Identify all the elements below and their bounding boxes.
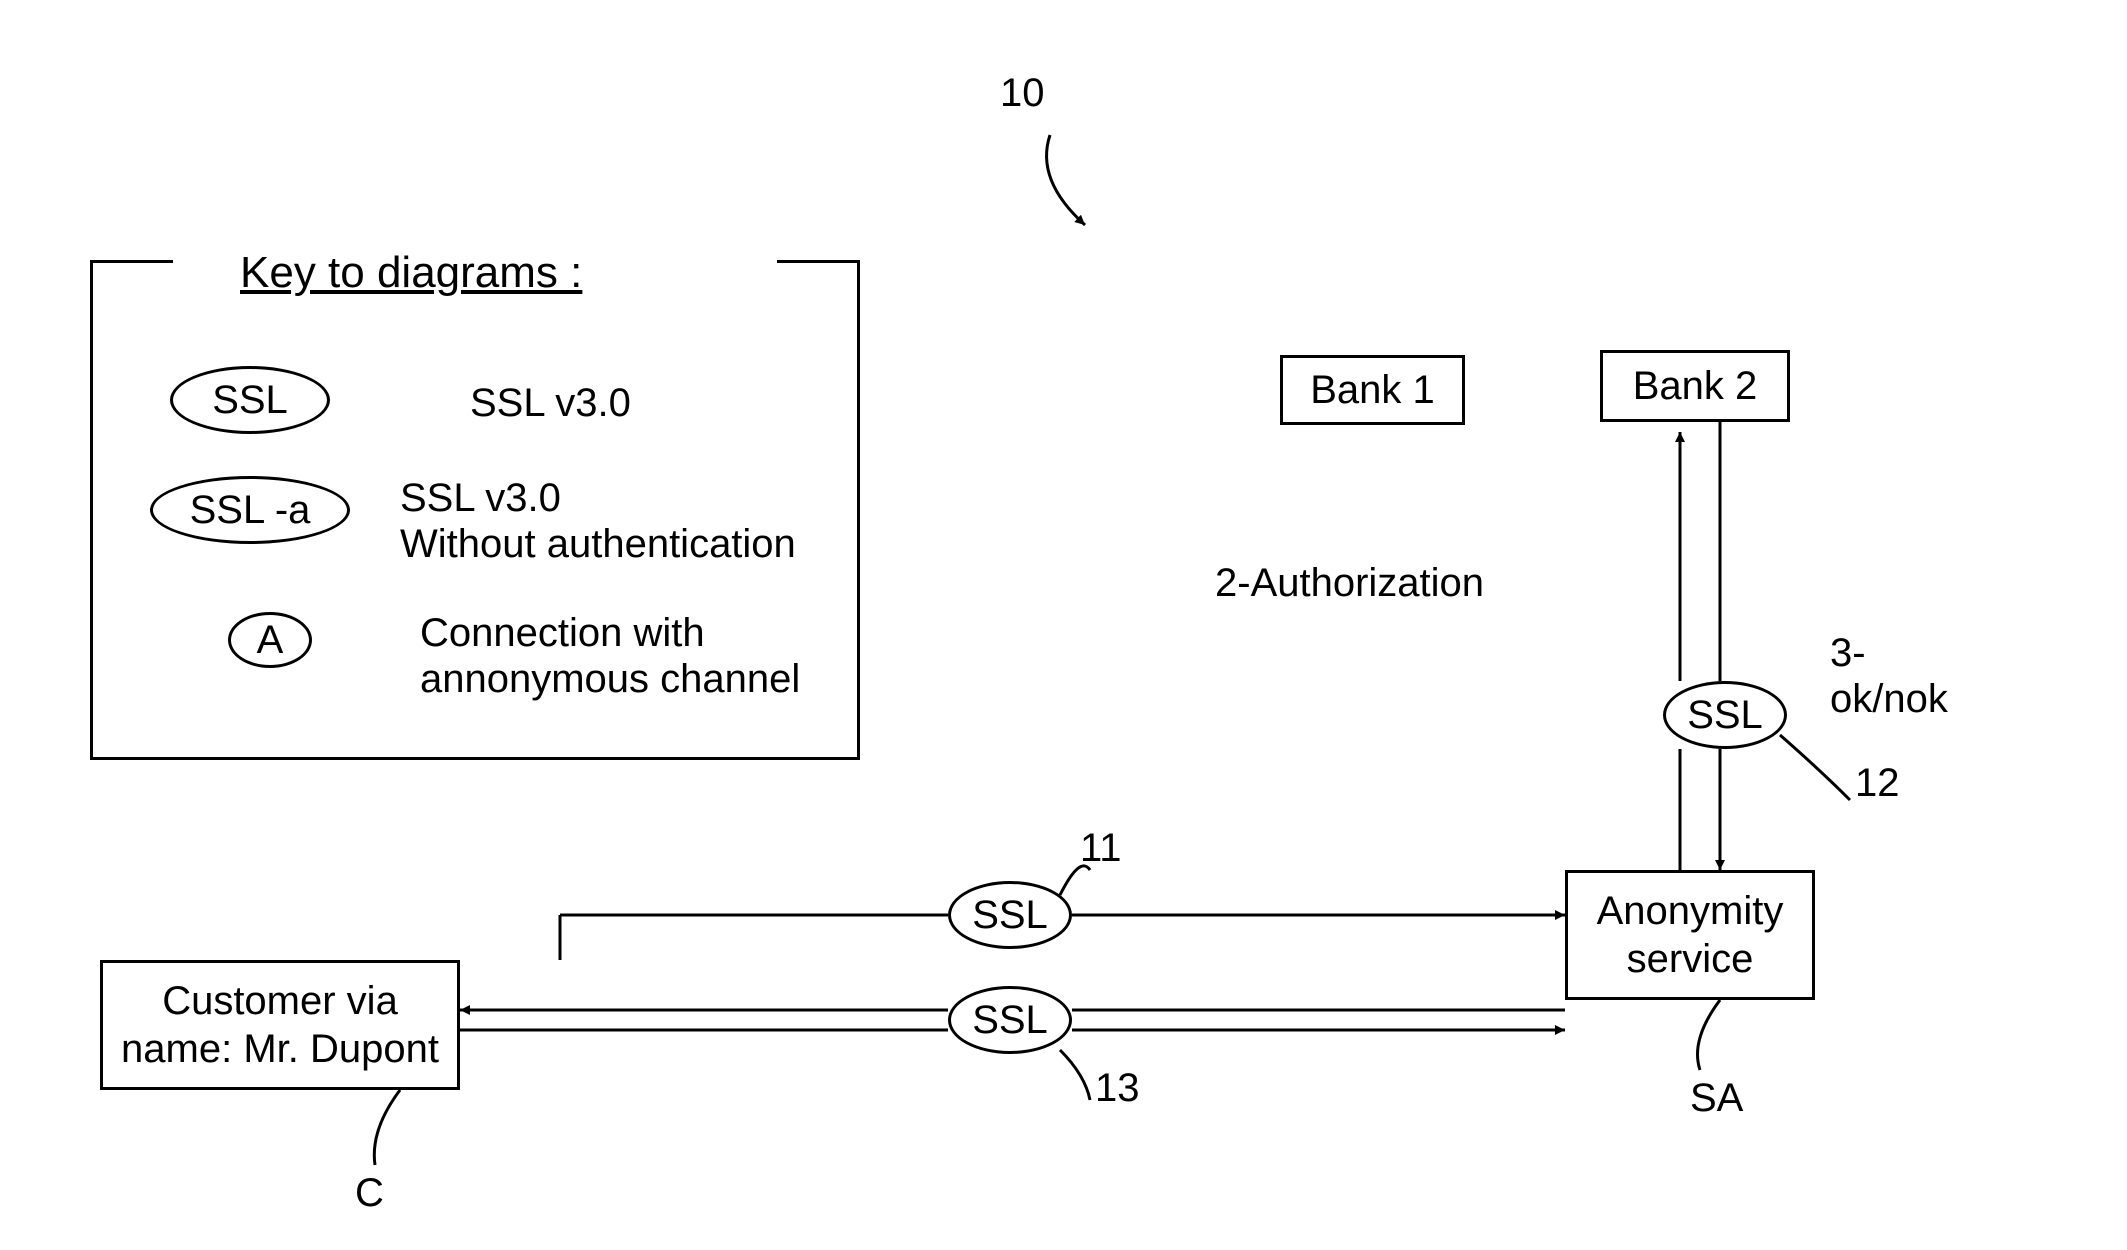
connector-ellipse-ssl-12-text: SSL [1687, 693, 1763, 738]
reference-label-10: 10 [1000, 70, 1045, 116]
legend-ellipse-ssl-a: SSL -a [150, 476, 350, 544]
reference-label-C: C [355, 1170, 384, 1216]
label-oknok: 3- ok/nok [1830, 630, 1948, 722]
legend-title: Key to diagrams : [240, 248, 582, 298]
connector-ellipse-ssl-13: SSL [948, 986, 1072, 1054]
node-bank2-text: Bank 2 [1633, 362, 1758, 410]
node-anonymity-service: Anonymity service [1565, 870, 1815, 1000]
legend-desc-ssl: SSL v3.0 [470, 380, 631, 426]
label-authorization: 2-Authorization [1215, 560, 1484, 606]
connector-ellipse-ssl-11: SSL [948, 881, 1072, 949]
connector-ellipse-ssl-11-text: SSL [972, 893, 1048, 938]
legend-ellipse-ssl-a-text: SSL -a [190, 488, 311, 533]
reference-label-11: 11 [1080, 825, 1122, 871]
reference-label-13: 13 [1095, 1065, 1140, 1111]
legend-ellipse-a: A [228, 612, 312, 668]
legend-desc-ssl-a: SSL v3.0 Without authentication [400, 475, 796, 567]
legend-ellipse-a-text: A [257, 618, 284, 663]
node-bank2: Bank 2 [1600, 350, 1790, 422]
legend-top-left-bar [93, 260, 173, 263]
connector-ellipse-ssl-13-text: SSL [972, 998, 1048, 1043]
legend-top-right-bar [777, 260, 857, 263]
node-bank1-text: Bank 1 [1310, 366, 1435, 414]
node-bank1: Bank 1 [1280, 355, 1465, 425]
legend-desc-a: Connection with annonymous channel [420, 610, 800, 702]
node-customer-text: Customer via name: Mr. Dupont [121, 977, 439, 1073]
node-anon-text: Anonymity service [1597, 887, 1784, 983]
legend-ellipse-ssl: SSL [170, 366, 330, 434]
connector-ellipse-ssl-12: SSL [1663, 681, 1787, 749]
reference-label-12: 12 [1855, 760, 1900, 806]
legend-ellipse-ssl-text: SSL [212, 378, 288, 423]
reference-label-SA: SA [1690, 1075, 1743, 1121]
node-customer: Customer via name: Mr. Dupont [100, 960, 460, 1090]
diagram-canvas: Key to diagrams : SSL SSL v3.0 SSL -a SS… [0, 0, 2127, 1250]
